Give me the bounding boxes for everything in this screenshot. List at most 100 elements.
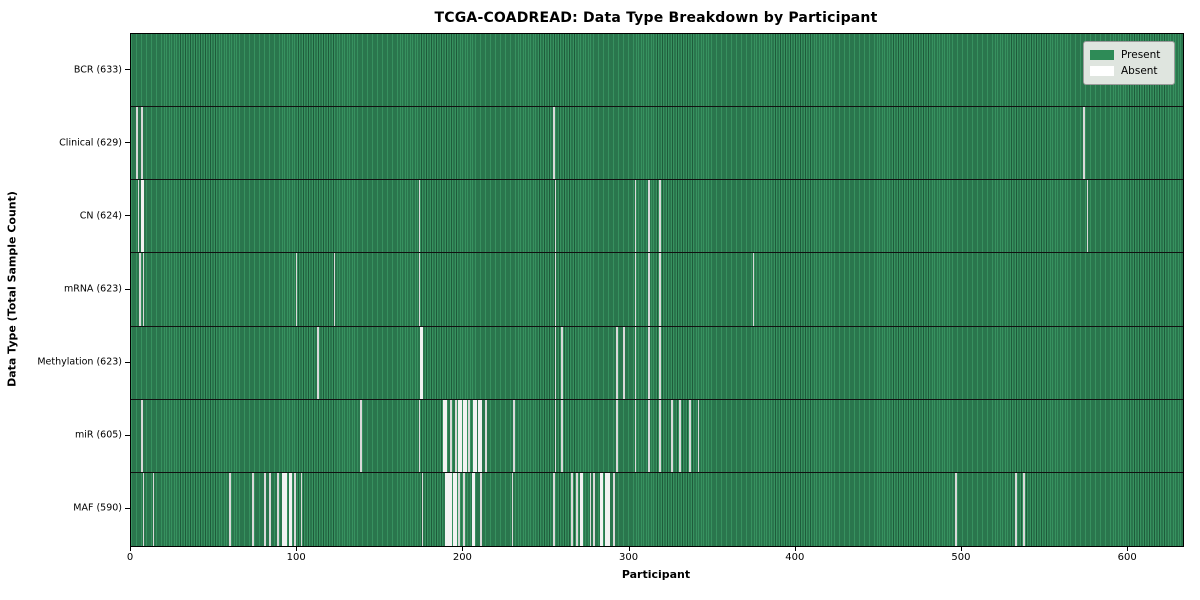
presence-row-bcr bbox=[131, 34, 1183, 108]
absent-stripe bbox=[293, 472, 296, 546]
presence-row-methylation bbox=[131, 326, 1183, 400]
absent-stripe bbox=[468, 399, 471, 472]
x-tick-label: 300 bbox=[619, 552, 639, 563]
y-tick bbox=[125, 142, 130, 144]
absent-stripe bbox=[576, 472, 579, 546]
absent-stripe bbox=[480, 472, 482, 546]
x-tick bbox=[1127, 546, 1129, 551]
x-tick bbox=[130, 546, 131, 551]
absent-stripe bbox=[229, 472, 231, 546]
absent-stripe bbox=[263, 472, 266, 546]
absent-stripe bbox=[140, 399, 143, 472]
absent-stripe bbox=[1023, 472, 1026, 546]
absent-stripe bbox=[593, 472, 595, 546]
absent-stripe bbox=[571, 472, 574, 546]
row-label-bcr: BCR (633) bbox=[73, 64, 122, 76]
absent-stripe bbox=[647, 326, 650, 399]
presence-row-clinical bbox=[131, 107, 1183, 181]
absent-stripe bbox=[554, 253, 557, 326]
row-label-methylation: Methylation (623) bbox=[37, 356, 122, 368]
absent-stripe bbox=[579, 472, 584, 546]
absent-stripe bbox=[418, 180, 421, 253]
absent-stripe bbox=[420, 326, 424, 399]
x-tick bbox=[296, 546, 298, 551]
absent-stripe bbox=[418, 399, 421, 472]
presence-row-mir bbox=[131, 399, 1183, 473]
absent-stripe bbox=[140, 107, 143, 180]
absent-stripe bbox=[622, 326, 625, 399]
absent-stripe bbox=[659, 180, 662, 253]
y-tick bbox=[125, 361, 130, 363]
absent-stripe bbox=[589, 472, 592, 546]
absent-stripe bbox=[604, 472, 610, 546]
y-tick bbox=[125, 69, 130, 71]
absent-stripe bbox=[697, 399, 700, 472]
absent-stripe bbox=[634, 399, 637, 472]
y-tick bbox=[125, 434, 130, 436]
x-tick-label: 0 bbox=[126, 552, 134, 563]
absent-stripe bbox=[671, 399, 673, 472]
absent-stripe bbox=[288, 472, 293, 546]
row-label-maf: MAF (590) bbox=[73, 502, 122, 514]
row-label-cn: CN (624) bbox=[79, 210, 122, 222]
y-tick bbox=[125, 215, 130, 217]
absent-stripe bbox=[553, 107, 555, 180]
absent-stripe bbox=[317, 326, 319, 399]
absent-stripe bbox=[455, 399, 457, 472]
x-tick bbox=[794, 546, 796, 551]
absent-stripe bbox=[553, 472, 555, 546]
y-tick bbox=[125, 507, 130, 509]
absent-stripe bbox=[139, 253, 141, 326]
absent-stripe bbox=[511, 472, 514, 546]
absent-stripe bbox=[689, 399, 692, 472]
absent-stripe bbox=[752, 253, 755, 326]
absent-stripe bbox=[554, 326, 557, 399]
absent-stripe bbox=[659, 253, 662, 326]
absent-stripe bbox=[137, 180, 140, 253]
x-tick-label: 500 bbox=[951, 552, 971, 563]
absent-stripe bbox=[659, 399, 662, 472]
legend-label: Present bbox=[1121, 49, 1161, 61]
absent-stripe bbox=[554, 399, 557, 472]
row-label-clinical: Clinical (629) bbox=[59, 137, 122, 149]
legend-swatch-present bbox=[1090, 50, 1114, 60]
absent-stripe bbox=[360, 399, 362, 472]
x-tick bbox=[628, 546, 630, 551]
x-tick bbox=[462, 546, 464, 551]
absent-stripe bbox=[561, 399, 564, 472]
absent-stripe bbox=[634, 253, 637, 326]
absent-stripe bbox=[135, 107, 138, 180]
absent-stripe bbox=[554, 180, 557, 253]
legend-swatch-absent bbox=[1090, 66, 1114, 76]
absent-stripe bbox=[616, 326, 618, 399]
absent-stripe bbox=[484, 399, 487, 472]
absent-stripe bbox=[561, 326, 564, 399]
absent-stripe bbox=[418, 253, 421, 326]
legend-label: Absent bbox=[1121, 65, 1158, 77]
absent-stripe bbox=[612, 472, 615, 546]
absent-stripe bbox=[463, 472, 466, 546]
absent-stripe bbox=[142, 472, 145, 546]
absent-stripe bbox=[300, 472, 303, 546]
absent-stripe bbox=[634, 180, 637, 253]
x-tick-label: 400 bbox=[785, 552, 805, 563]
x-tick-label: 200 bbox=[452, 552, 472, 563]
absent-stripe bbox=[445, 472, 452, 546]
absent-stripe bbox=[463, 399, 467, 472]
x-tick-label: 600 bbox=[1117, 552, 1137, 563]
absent-stripe bbox=[599, 472, 603, 546]
absent-stripe bbox=[152, 472, 155, 546]
absent-stripe bbox=[679, 399, 682, 472]
absent-stripe bbox=[1086, 180, 1089, 253]
absent-stripe bbox=[647, 180, 650, 253]
absent-stripe bbox=[453, 472, 457, 546]
absent-stripe bbox=[458, 472, 461, 546]
legend-item-absent: Absent bbox=[1090, 63, 1167, 79]
absent-stripe bbox=[333, 253, 336, 326]
absent-stripe bbox=[295, 253, 298, 326]
absent-stripe bbox=[443, 399, 447, 472]
absent-stripe bbox=[282, 472, 288, 546]
x-tick bbox=[960, 546, 962, 551]
absent-stripe bbox=[1083, 107, 1085, 180]
